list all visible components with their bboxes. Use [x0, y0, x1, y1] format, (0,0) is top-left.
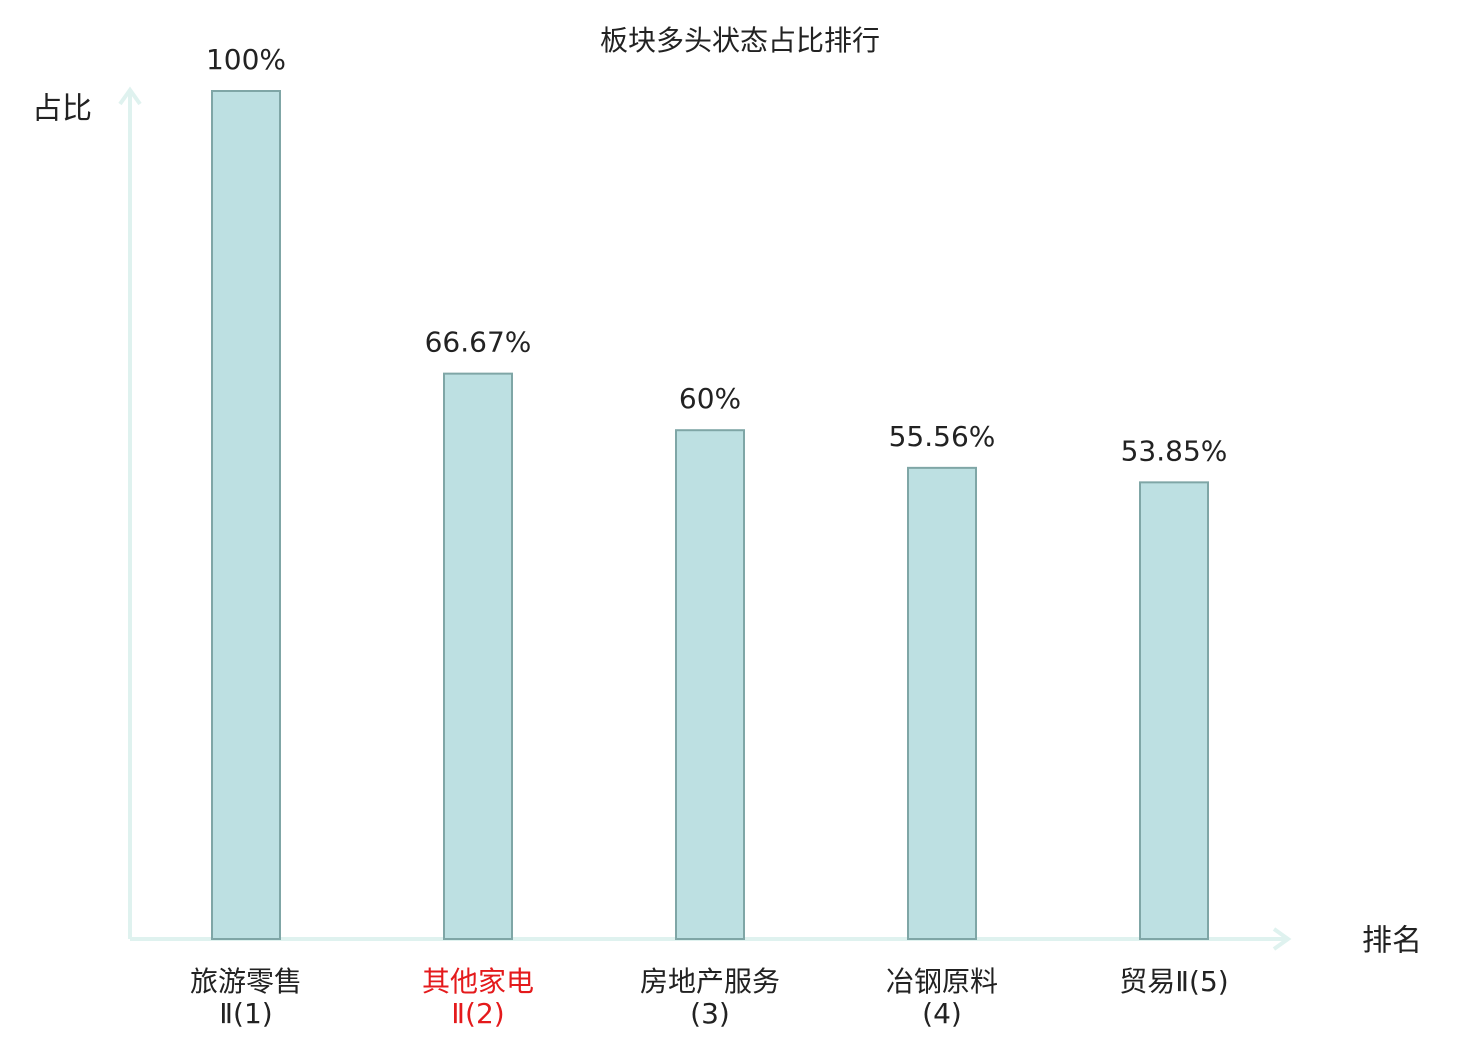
value-label: 55.56% — [889, 420, 996, 453]
x-axis-label: 排名 — [1362, 924, 1422, 959]
y-axis-label: 占比 — [32, 92, 92, 127]
bar — [1139, 481, 1209, 940]
x-tick-label: 其他家电Ⅱ(2) — [421, 965, 534, 1030]
x-tick-label: 房地产服务(3) — [639, 965, 780, 1030]
x-arrow — [1272, 927, 1292, 951]
bar — [211, 90, 281, 940]
value-label: 66.67% — [425, 326, 532, 359]
value-label: 100% — [206, 43, 286, 76]
bar — [907, 466, 977, 940]
bar — [675, 429, 745, 940]
chart-title: 板块多头状态占比排行 — [600, 24, 880, 57]
x-tick-label: 贸易Ⅱ(5) — [1119, 965, 1229, 998]
value-label: 53.85% — [1121, 434, 1228, 467]
x-tick-label: 冶钢原料(4) — [885, 965, 998, 1030]
x-tick-label: 旅游零售Ⅱ(1) — [189, 965, 302, 1030]
value-label: 60% — [679, 382, 741, 415]
y-arrow — [118, 86, 142, 106]
bar — [443, 372, 513, 940]
